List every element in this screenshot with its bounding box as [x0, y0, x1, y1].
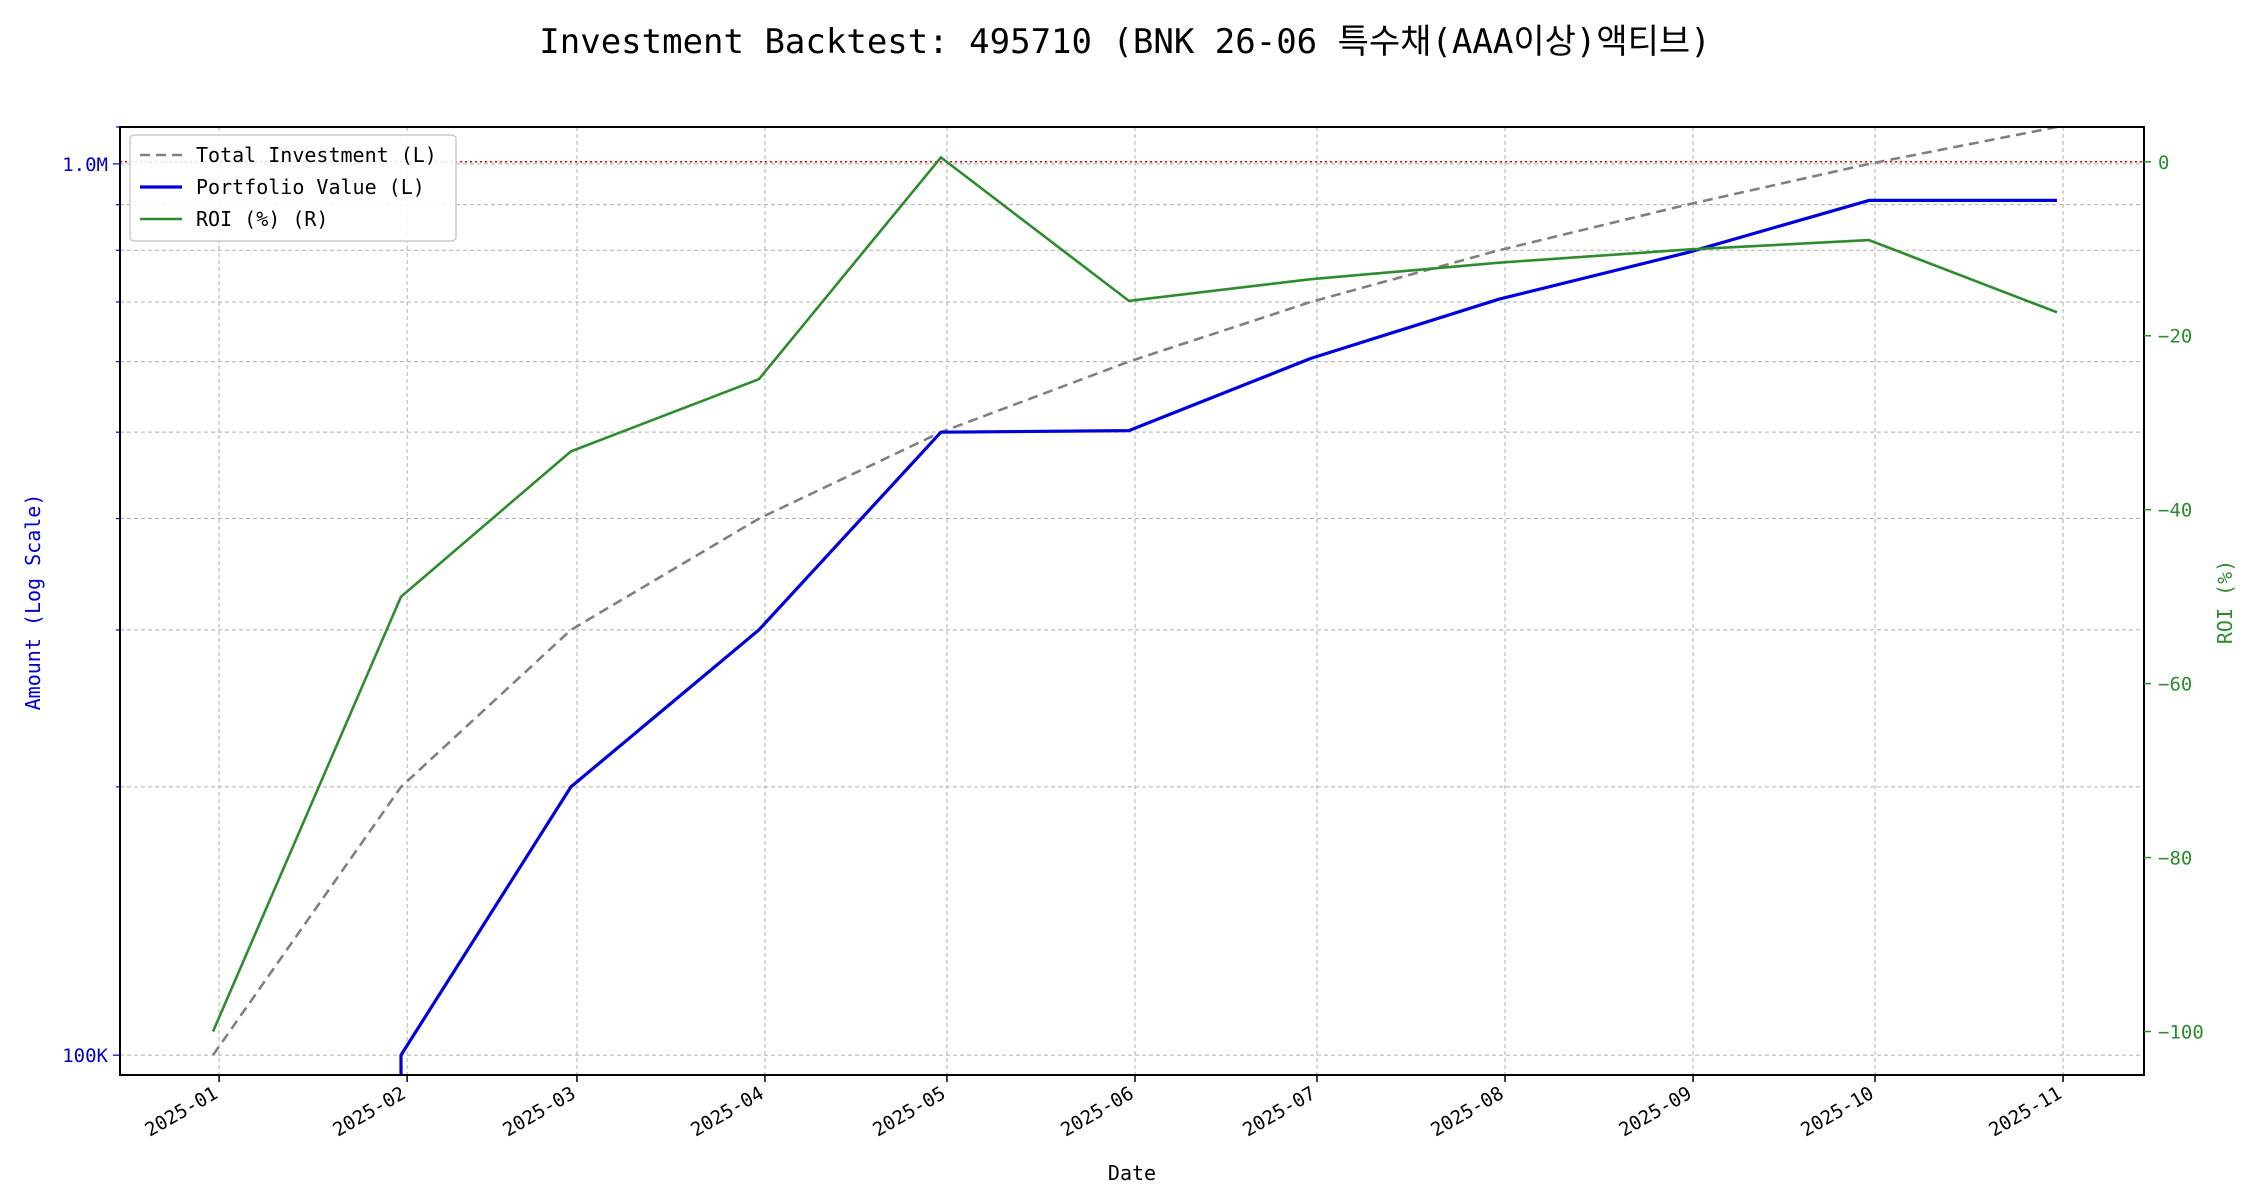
- x-axis-ticks: 2025-01 2025-02 2025-03 2025-04 2025-05 2025-…: [141, 1075, 2066, 1141]
- left-tick-label: 100K: [62, 1045, 108, 1067]
- right-tick-label: 0: [2158, 152, 2169, 174]
- x-axis-label: Date: [1108, 1161, 1156, 1185]
- x-tick-label: 2025-03: [499, 1082, 579, 1141]
- x-tick-label: 2025-07: [1239, 1082, 1319, 1141]
- series-line-0: [211, 125, 2058, 1056]
- legend-box: [129, 134, 457, 242]
- series-lines: [211, 125, 2058, 1075]
- x-tick-label: 2025-09: [1615, 1082, 1695, 1141]
- legend-label: Portfolio Value (L): [196, 175, 425, 199]
- x-tick-label: 2025-01: [141, 1082, 221, 1141]
- left-tick-label: 1.0M: [62, 154, 108, 176]
- right-tick-label: −40: [2158, 500, 2192, 522]
- chart-title: Investment Backtest: 495710 (BNK 26-06 특…: [539, 22, 1711, 62]
- x-tick-label: 2025-08: [1427, 1082, 1507, 1141]
- right-tick-label: −20: [2158, 326, 2192, 348]
- x-tick-label: 2025-10: [1797, 1082, 1877, 1141]
- right-tick-label: −100: [2158, 1022, 2204, 1044]
- series-line-2: [211, 156, 2058, 1033]
- x-tick-label: 2025-06: [1057, 1082, 1137, 1141]
- right-tick-label: −80: [2158, 848, 2192, 870]
- legend-label: ROI (%) (R): [196, 207, 328, 231]
- plot-frame: [119, 126, 2145, 1076]
- left-axis-label: Amount (Log Scale): [21, 494, 45, 711]
- x-tick-label: 2025-02: [329, 1082, 409, 1141]
- right-tick-label: −60: [2158, 674, 2192, 696]
- series-line-1: [399, 198, 2057, 1075]
- x-tick-label: 2025-11: [1985, 1082, 2065, 1141]
- legend: Total Investment (L) Portfolio Value (L) R…: [129, 134, 457, 242]
- grid: [120, 126, 2144, 1076]
- right-axis-label: ROI (%): [2213, 560, 2237, 644]
- x-tick-label: 2025-05: [869, 1082, 949, 1141]
- left-axis-ticks: 100K 1.0M: [62, 126, 120, 1067]
- legend-label: Total Investment (L): [196, 143, 437, 167]
- x-tick-label: 2025-04: [687, 1082, 767, 1141]
- right-axis-ticks: 0 −20 −40 −60 −80 −100: [2144, 152, 2204, 1044]
